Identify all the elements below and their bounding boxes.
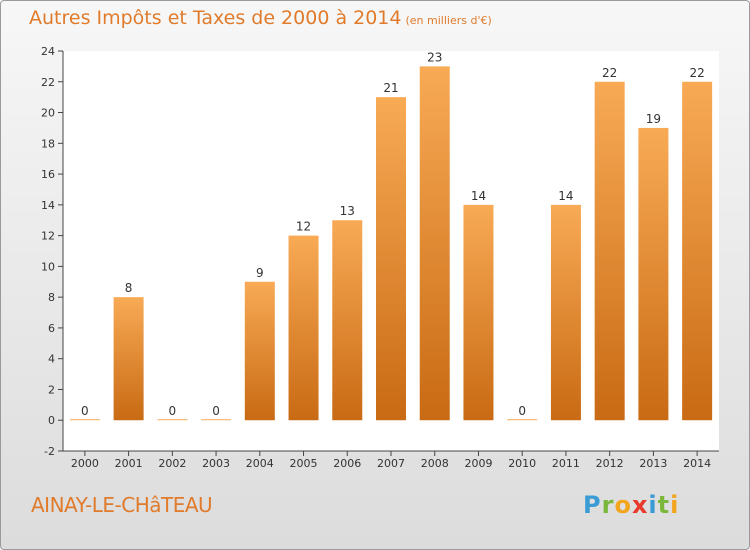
data-label: 9	[256, 266, 264, 280]
x-tick-label: 2014	[683, 457, 711, 470]
bar	[376, 97, 406, 421]
data-label: 13	[340, 204, 355, 218]
bar	[288, 235, 319, 421]
y-tick-label: 6	[48, 322, 55, 335]
x-tick-label: 2010	[508, 457, 536, 470]
logo-letter: x	[631, 491, 649, 519]
data-label: 19	[646, 112, 661, 126]
x-tick-label: 2011	[552, 457, 580, 470]
y-tick-label: 0	[48, 414, 55, 427]
chart-title-unit: (en milliers d'€)	[405, 14, 492, 27]
y-tick-label: 10	[41, 260, 55, 273]
y-tick-label: -2	[44, 445, 55, 458]
bar	[332, 220, 363, 421]
x-tick-label: 2005	[290, 457, 318, 470]
x-tick-label: 2012	[596, 457, 624, 470]
y-tick-label: 4	[48, 353, 55, 366]
logo-letter: P	[583, 491, 602, 519]
logo-letter: i	[648, 491, 658, 519]
y-tick-label: 16	[41, 168, 55, 181]
y-tick-label: 24	[41, 45, 55, 58]
data-label: 8	[125, 281, 133, 295]
data-label: 14	[558, 189, 573, 203]
bar	[682, 81, 713, 421]
x-tick-label: 2001	[115, 457, 143, 470]
bar	[419, 66, 450, 421]
chart-title-text: Autres Impôts et Taxes de 2000 à 2014	[29, 7, 402, 29]
x-tick-label: 2008	[421, 457, 449, 470]
logo-letter: t	[657, 491, 671, 519]
x-tick-label: 2013	[639, 457, 667, 470]
data-label: 0	[518, 404, 526, 418]
bar	[594, 81, 625, 421]
y-tick-label: 12	[41, 230, 55, 243]
logo-letter: r	[601, 491, 615, 519]
commune-name: AINAY-LE-CHâTEAU	[31, 493, 213, 517]
bar	[157, 419, 188, 421]
y-tick-label: 2	[48, 383, 55, 396]
proxiti-logo: Proxiti	[583, 491, 679, 519]
data-label: 23	[427, 50, 442, 64]
bar	[550, 204, 581, 421]
data-label: 0	[169, 404, 177, 418]
bar	[463, 204, 494, 421]
data-label: 0	[81, 404, 89, 418]
y-tick-label: 14	[41, 199, 55, 212]
x-tick-label: 2003	[202, 457, 230, 470]
data-label: 22	[602, 66, 617, 80]
y-tick-label: 8	[48, 291, 55, 304]
y-tick-label: 22	[41, 76, 55, 89]
data-label: 22	[689, 66, 704, 80]
x-tick-label: 2006	[333, 457, 361, 470]
y-tick-label: 20	[41, 107, 55, 120]
bar	[201, 419, 232, 421]
x-tick-label: 2000	[71, 457, 99, 470]
x-tick-label: 2007	[377, 457, 405, 470]
data-label: 21	[383, 81, 398, 95]
bar	[507, 419, 538, 421]
bar	[244, 281, 275, 421]
bar	[638, 127, 669, 421]
x-tick-label: 2004	[246, 457, 274, 470]
logo-letter: i	[670, 491, 680, 519]
data-label: 12	[296, 220, 311, 234]
x-tick-label: 2009	[464, 457, 492, 470]
data-label: 14	[471, 189, 486, 203]
chart-title: Autres Impôts et Taxes de 2000 à 2014 (en…	[29, 7, 492, 29]
bar	[113, 297, 144, 421]
bar	[69, 419, 100, 421]
y-tick-label: 18	[41, 137, 55, 150]
x-tick-label: 2002	[158, 457, 186, 470]
logo-letter: o	[614, 491, 632, 519]
data-label: 0	[212, 404, 220, 418]
